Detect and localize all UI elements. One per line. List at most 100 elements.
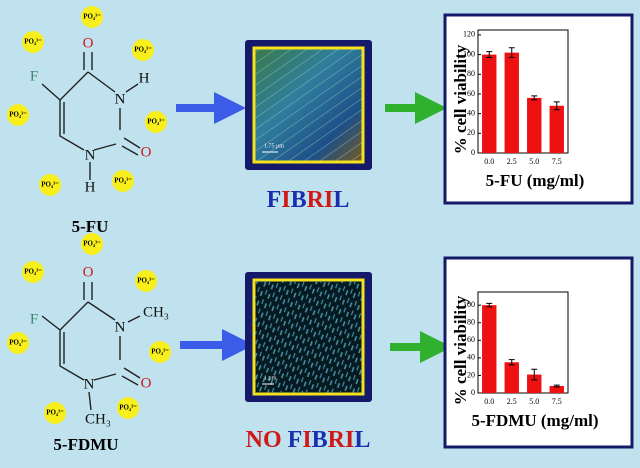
atom-label: CH₃ bbox=[143, 304, 169, 320]
ion-circle bbox=[135, 270, 157, 292]
ion-circle bbox=[145, 111, 167, 133]
ion-circle bbox=[81, 6, 103, 28]
y-tick-label: 60 bbox=[467, 89, 475, 98]
atom-label: N bbox=[85, 147, 96, 163]
ion-circle bbox=[7, 104, 29, 126]
ion-circle bbox=[112, 170, 134, 192]
atom-label: O bbox=[83, 35, 94, 51]
y-tick-label: 20 bbox=[467, 128, 475, 137]
x-axis-label: 5-FDMU (mg/ml) bbox=[472, 411, 599, 430]
phosphate-ion: PO₄³⁻ bbox=[81, 233, 103, 255]
scale-bar: 1.75 μm bbox=[264, 143, 284, 149]
atom-label: N bbox=[115, 91, 126, 107]
chart-frame bbox=[443, 256, 634, 449]
ion-label: PO₄³⁻ bbox=[83, 240, 101, 248]
phosphate-ion: PO₄³⁻ bbox=[7, 332, 29, 354]
ion-label: PO₄³⁻ bbox=[9, 339, 27, 347]
ion-circle bbox=[22, 261, 44, 283]
atom-label: F bbox=[30, 311, 38, 327]
x-tick-label: 5.0 bbox=[529, 157, 539, 166]
error-bar bbox=[508, 47, 515, 59]
phosphate-ion: PO₄³⁻ bbox=[132, 39, 154, 61]
error-bar bbox=[486, 302, 493, 308]
ion-label: PO₄³⁻ bbox=[119, 404, 137, 412]
bar bbox=[527, 97, 542, 153]
ion-circle bbox=[44, 402, 66, 424]
ring-5fu bbox=[41, 52, 141, 180]
ion-label: PO₄³⁻ bbox=[46, 409, 64, 417]
bar bbox=[549, 385, 564, 393]
x-tick-label: 0.0 bbox=[484, 157, 494, 166]
x-tick-label: 5.0 bbox=[529, 397, 539, 406]
scale-bar: 1 μm bbox=[264, 375, 277, 381]
y-axis-label: % cell viability bbox=[451, 295, 470, 405]
plot-frame bbox=[477, 29, 569, 154]
bar bbox=[482, 54, 497, 153]
ion-label: PO₄³⁻ bbox=[114, 177, 132, 185]
phosphate-ion: PO₄³⁻ bbox=[7, 104, 29, 126]
error-bar bbox=[531, 95, 538, 101]
y-tick-label: 40 bbox=[467, 353, 475, 362]
y-tick-label: 100 bbox=[463, 49, 475, 58]
phosphate-ion: PO₄³⁻ bbox=[135, 270, 157, 292]
error-bar bbox=[553, 384, 560, 388]
ion-label: PO₄³⁻ bbox=[24, 268, 42, 276]
x-axis-label: 5-FU (mg/ml) bbox=[486, 171, 585, 190]
plot-frame bbox=[477, 291, 569, 394]
ion-label: PO₄³⁻ bbox=[151, 348, 169, 356]
ion-label: PO₄³⁻ bbox=[83, 13, 101, 21]
compound-name: 5-FU bbox=[72, 217, 109, 236]
phosphate-ion: PO₄³⁻ bbox=[22, 31, 44, 53]
phosphate-ion: PO₄³⁻ bbox=[81, 6, 103, 28]
ion-label: PO₄³⁻ bbox=[134, 46, 152, 54]
ion-label: PO₄³⁻ bbox=[41, 181, 59, 189]
compound-name: 5-FDMU bbox=[53, 435, 118, 454]
phosphate-ion: PO₄³⁻ bbox=[145, 111, 167, 133]
ion-circle bbox=[7, 332, 29, 354]
x-tick-label: 2.5 bbox=[507, 397, 517, 406]
atom-label: O bbox=[83, 264, 94, 280]
bar bbox=[504, 52, 519, 153]
ion-circle bbox=[22, 31, 44, 53]
y-tick-label: 80 bbox=[467, 318, 475, 327]
error-bar bbox=[508, 359, 515, 366]
y-tick-label: 60 bbox=[467, 335, 475, 344]
phosphate-ion: PO₄³⁻ bbox=[44, 402, 66, 424]
ion-label: PO₄³⁻ bbox=[24, 38, 42, 46]
bar bbox=[527, 374, 542, 393]
atom-label: H bbox=[139, 70, 150, 86]
ion-circle bbox=[132, 39, 154, 61]
ion-circle bbox=[149, 341, 171, 363]
micrograph bbox=[245, 40, 372, 170]
y-tick-label: 100 bbox=[463, 300, 475, 309]
micrograph bbox=[245, 272, 372, 402]
atom-label: N bbox=[84, 376, 95, 392]
ion-circle bbox=[81, 233, 103, 255]
bar bbox=[482, 305, 497, 393]
bar bbox=[549, 105, 564, 153]
atom-label: O bbox=[141, 375, 152, 391]
error-bar bbox=[553, 101, 560, 111]
ion-label: PO₄³⁻ bbox=[137, 277, 155, 285]
ion-circle bbox=[39, 174, 61, 196]
phosphate-ion: PO₄³⁻ bbox=[112, 170, 134, 192]
atom-label: O bbox=[141, 144, 152, 160]
atom-label: N bbox=[115, 319, 126, 335]
atom-label: CH₃ bbox=[85, 411, 111, 427]
y-tick-label: 0 bbox=[471, 388, 475, 397]
x-tick-label: 7.5 bbox=[552, 157, 562, 166]
phosphate-ion: PO₄³⁻ bbox=[39, 174, 61, 196]
result-label: FIBRIL bbox=[267, 187, 350, 213]
atom-label: H bbox=[85, 179, 96, 195]
result-label: NO FIBRIL bbox=[246, 427, 371, 453]
x-tick-label: 0.0 bbox=[484, 397, 494, 406]
atom-label: F bbox=[30, 68, 38, 84]
y-tick-label: 80 bbox=[467, 69, 475, 78]
phosphate-ion: PO₄³⁻ bbox=[117, 397, 139, 419]
bar bbox=[504, 362, 519, 393]
ion-circle bbox=[117, 397, 139, 419]
x-tick-label: 2.5 bbox=[507, 157, 517, 166]
ion-label: PO₄³⁻ bbox=[147, 118, 165, 126]
y-tick-label: 0 bbox=[471, 148, 475, 157]
